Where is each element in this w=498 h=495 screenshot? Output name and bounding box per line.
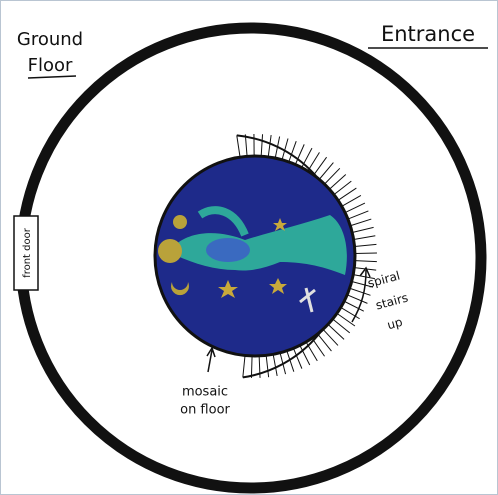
title-line: Floor xyxy=(28,55,73,76)
floor-plan: front door Ground Floor Entrance spiral … xyxy=(0,0,498,495)
stair-part xyxy=(355,253,377,254)
title-line: Ground xyxy=(17,29,83,50)
front-door-label: front door xyxy=(22,227,33,278)
moon-half xyxy=(173,215,187,229)
page: front door Ground Floor Entrance spiral … xyxy=(0,0,498,495)
moon-full xyxy=(158,239,182,263)
mosaic-head xyxy=(206,238,250,262)
entrance-label: Entrance xyxy=(381,22,475,46)
mosaic-label: on floor xyxy=(180,403,230,418)
mosaic-label: mosaic xyxy=(182,385,228,400)
stair-part xyxy=(251,356,252,378)
